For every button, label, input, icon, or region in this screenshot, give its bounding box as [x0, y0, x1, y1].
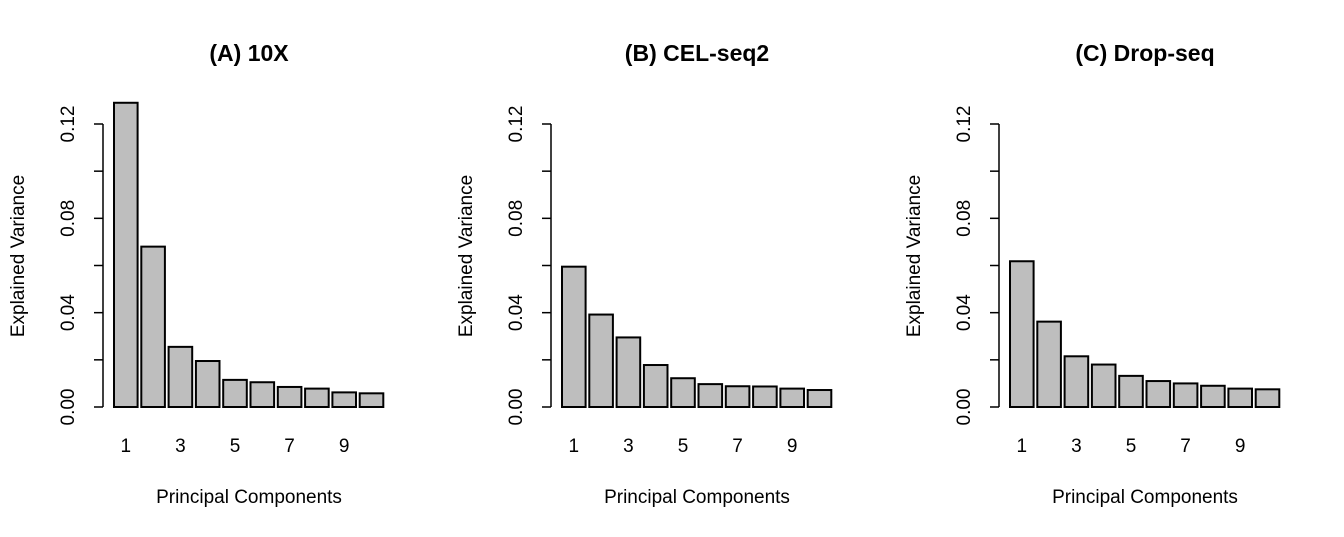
x-tick-label: 1 — [1017, 436, 1028, 457]
bar-pc-5 — [222, 378, 248, 409]
bar-pc-3 — [167, 345, 194, 408]
x-axis-label: Principal Components — [604, 487, 790, 508]
bar-pc-4 — [1090, 363, 1117, 408]
x-tick-label: 9 — [787, 436, 798, 457]
x-tick-label: 7 — [1180, 436, 1191, 457]
bar-pc-6 — [1145, 380, 1172, 408]
bar-pc-3 — [1063, 355, 1090, 409]
bar-pc-8 — [1200, 384, 1226, 408]
x-tick-label: 5 — [678, 436, 689, 457]
x-tick-label: 1 — [569, 436, 580, 457]
x-tick-label: 3 — [623, 436, 634, 457]
chart-title: (B) CEL-seq2 — [625, 40, 769, 66]
bar-pc-4 — [194, 360, 221, 409]
panel-c: (C) Drop-seq Principal Components Explai… — [904, 40, 1281, 508]
bar-pc-10 — [1254, 388, 1281, 408]
bar-pc-8 — [304, 387, 330, 409]
x-tick-label: 9 — [1235, 436, 1246, 457]
bar-pc-7 — [276, 385, 303, 408]
bar-pc-2 — [140, 245, 166, 408]
bar-pc-2 — [588, 313, 614, 409]
y-tick-label: 0.04 — [954, 294, 975, 331]
y-axis-label: Explained Variance — [904, 175, 925, 337]
bar-pc-4 — [642, 364, 669, 408]
y-tick-label: 0.12 — [954, 106, 975, 143]
bar-pc-10 — [358, 392, 385, 408]
y-axis-label: Explained Variance — [8, 175, 29, 337]
bar-pc-6 — [697, 383, 724, 409]
x-tick-label: 1 — [121, 436, 132, 457]
bar-pc-5 — [670, 377, 696, 408]
bar-pc-1 — [113, 101, 139, 409]
chart-title: (C) Drop-seq — [1075, 40, 1214, 66]
y-tick-label: 0.08 — [506, 200, 527, 237]
x-tick-label: 5 — [1126, 436, 1137, 457]
chart-title: (A) 10X — [209, 40, 289, 66]
x-tick-label: 3 — [175, 436, 186, 457]
panel-b: (B) CEL-seq2 Principal Components Explai… — [456, 40, 833, 508]
y-tick-label: 0.12 — [506, 106, 527, 143]
y-tick-label: 0.08 — [58, 200, 79, 237]
x-axis-label: Principal Components — [156, 487, 342, 508]
y-tick-label: 0.12 — [58, 106, 79, 143]
y-tick-label: 0.04 — [506, 294, 527, 331]
bar-pc-8 — [752, 385, 778, 409]
bar-pc-10 — [806, 389, 833, 408]
bar-pc-3 — [615, 336, 642, 408]
x-axis-label: Principal Components — [1052, 487, 1238, 508]
y-tick-label: 0.00 — [506, 389, 527, 426]
bar-pc-2 — [1036, 320, 1062, 408]
x-tick-label: 3 — [1071, 436, 1082, 457]
x-tick-label: 9 — [339, 436, 350, 457]
x-tick-label: 7 — [284, 436, 295, 457]
y-tick-label: 0.00 — [58, 389, 79, 426]
x-tick-label: 7 — [732, 436, 743, 457]
bar-pc-7 — [1172, 382, 1199, 408]
y-tick-label: 0.04 — [58, 294, 79, 331]
bar-pc-5 — [1118, 374, 1144, 408]
y-axis-label: Explained Variance — [456, 175, 477, 337]
panel-a: (A) 10X Principal Components Explained V… — [8, 40, 385, 508]
bar-pc-9 — [779, 387, 806, 409]
y-tick-label: 0.00 — [954, 389, 975, 426]
bar-pc-1 — [1009, 260, 1035, 408]
bar-pc-7 — [724, 385, 751, 409]
bar-pc-9 — [331, 391, 357, 408]
bar-pc-6 — [249, 381, 276, 408]
y-tick-label: 0.08 — [954, 200, 975, 237]
x-tick-label: 5 — [230, 436, 241, 457]
bar-pc-1 — [561, 265, 587, 408]
bar-pc-9 — [1227, 387, 1254, 409]
